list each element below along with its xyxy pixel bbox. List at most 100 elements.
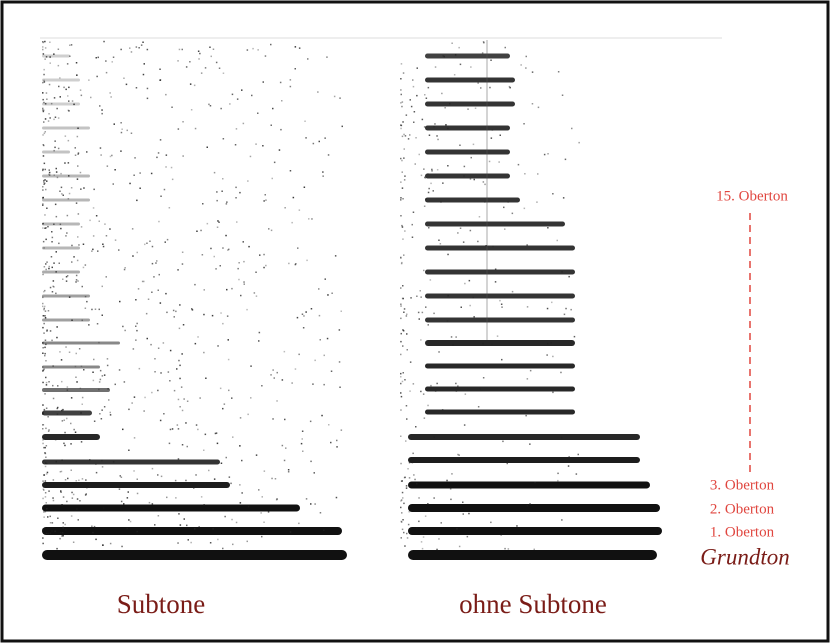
noise [459,145,461,147]
noise [412,224,414,226]
noise [217,220,219,222]
noise [114,123,116,125]
noise [200,230,202,232]
noise [220,265,222,267]
noise [45,344,47,346]
noise [110,414,112,416]
noise [55,271,57,273]
noise [43,121,45,123]
noise [172,179,174,181]
noise [181,353,183,355]
noise [427,173,429,175]
noise [404,230,406,232]
noise [61,187,63,189]
noise [265,194,267,196]
noise [194,284,196,286]
noise [159,274,161,276]
noise [65,135,67,137]
noise [339,97,341,99]
noise [66,418,68,420]
noise [43,247,45,249]
noise [401,521,403,523]
noise [311,308,313,310]
noise [102,375,104,377]
noise [166,497,168,499]
band [42,460,220,465]
noise [98,389,100,391]
noise [51,103,53,105]
noise [60,173,62,175]
noise [232,544,234,546]
band [42,434,100,440]
noise [107,165,109,167]
noise [124,381,126,383]
noise [76,275,78,277]
band [408,550,657,560]
noise [42,303,44,305]
noise [86,301,88,303]
noise [256,295,258,297]
noise [197,429,199,431]
noise [101,460,103,462]
noise [80,188,82,190]
noise [188,539,190,541]
noise [45,462,47,464]
noise [43,102,45,104]
noise [42,274,44,276]
noise [82,320,84,322]
noise [400,124,402,126]
noise [154,371,156,373]
noise [400,305,402,307]
noise [400,507,402,509]
noise [55,117,57,119]
noise [181,386,183,388]
noise [46,502,48,504]
noise [272,418,274,420]
noise [78,519,80,521]
noise [61,359,63,361]
noise [222,323,224,325]
noise [151,173,153,175]
noise [68,87,70,89]
noise [433,497,435,499]
noise [42,99,44,101]
noise [77,178,79,180]
noise [53,280,55,282]
noise [410,361,412,363]
noise [42,203,44,205]
noise [108,399,110,401]
noise [42,306,44,308]
noise [163,413,165,415]
noise [190,542,192,544]
noise [147,88,149,90]
noise [67,63,69,65]
noise [216,432,218,434]
noise [160,196,162,198]
noise [241,492,243,494]
noise [402,480,404,482]
noise [195,343,197,345]
noise [524,173,526,175]
noise [160,302,162,304]
noise [202,203,204,205]
noise [263,200,265,202]
noise [505,47,507,49]
noise [469,280,471,282]
noise [312,383,314,385]
noise [105,60,107,62]
noise [102,244,104,246]
noise [110,156,112,158]
noise [335,255,337,257]
noise [198,51,200,53]
noise [43,197,45,199]
noise [211,56,213,58]
noise [43,155,45,157]
noise [134,396,136,398]
noise [406,114,408,116]
noise [458,47,460,49]
noise [557,473,559,475]
noise [547,153,549,155]
noise [76,202,78,204]
noise [98,57,100,59]
noise [403,298,405,300]
